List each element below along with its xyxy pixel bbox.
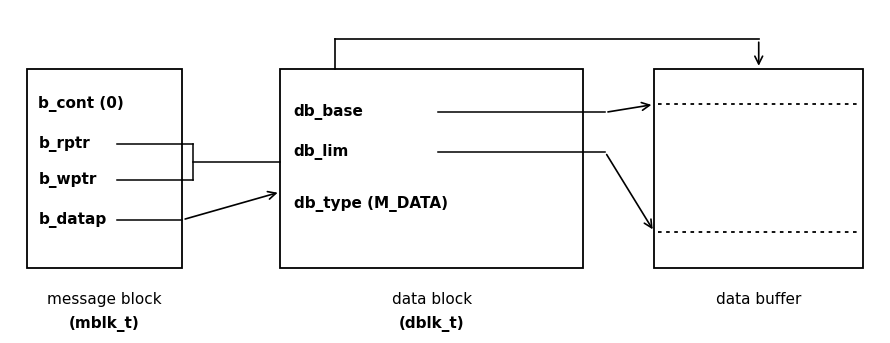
Text: data buffer: data buffer bbox=[716, 292, 801, 307]
Bar bbox=[654, 69, 863, 268]
Bar bbox=[27, 69, 182, 268]
Text: db_lim: db_lim bbox=[294, 144, 349, 160]
Text: b_datap: b_datap bbox=[38, 212, 107, 228]
Text: db_base: db_base bbox=[294, 104, 364, 120]
Text: data block: data block bbox=[392, 292, 472, 307]
Text: b_cont (0): b_cont (0) bbox=[38, 96, 124, 113]
Text: b_rptr: b_rptr bbox=[38, 136, 90, 152]
Text: b_wptr: b_wptr bbox=[38, 172, 97, 188]
Text: (mblk_t): (mblk_t) bbox=[69, 316, 140, 332]
Text: db_type (M_DATA): db_type (M_DATA) bbox=[294, 196, 448, 212]
Text: message block: message block bbox=[47, 292, 162, 307]
Text: (dblk_t): (dblk_t) bbox=[399, 316, 465, 332]
Bar bbox=[280, 69, 583, 268]
